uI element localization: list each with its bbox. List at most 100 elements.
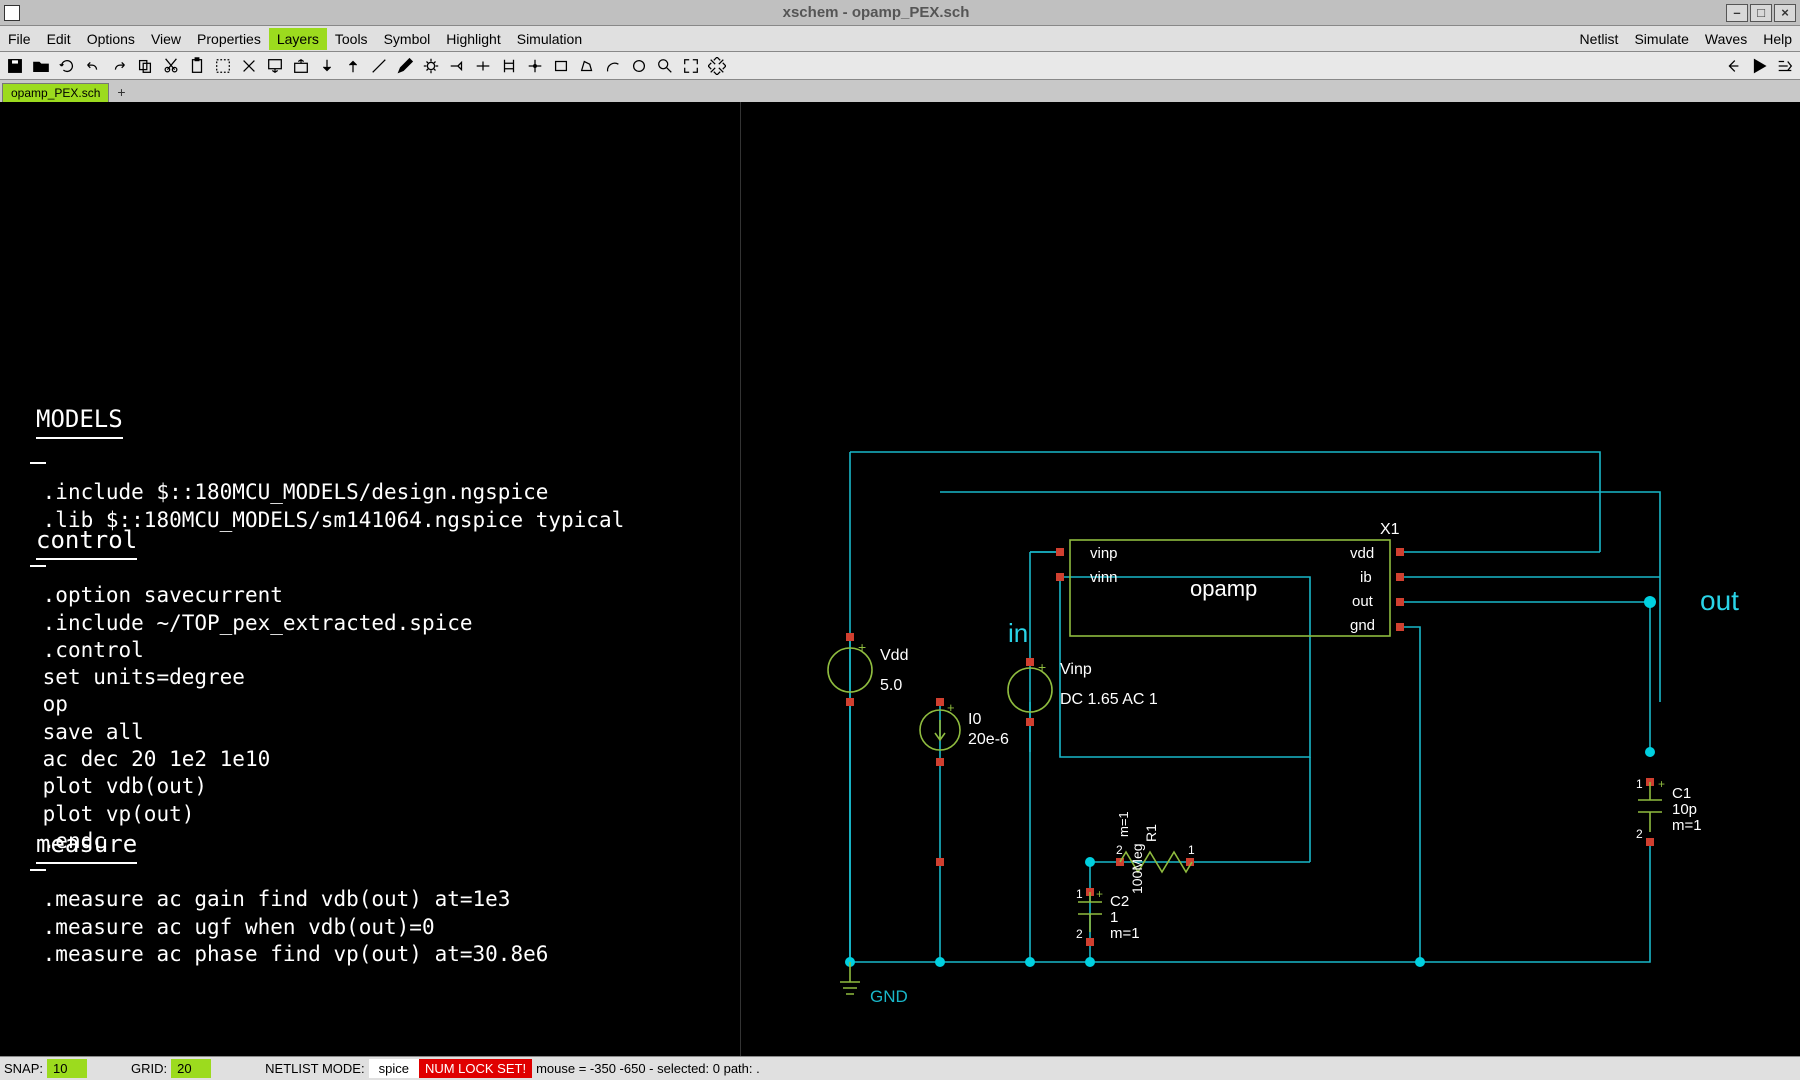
pop-icon[interactable] [342, 55, 364, 77]
net-icon[interactable] [472, 55, 494, 77]
go-back-icon[interactable] [1722, 55, 1744, 77]
numlock-alert: NUM LOCK SET! [419, 1059, 532, 1078]
fit-out-icon[interactable] [706, 55, 728, 77]
label-icon[interactable] [446, 55, 468, 77]
menu-options[interactable]: Options [79, 28, 143, 50]
paste-icon[interactable] [186, 55, 208, 77]
svg-text:in: in [1008, 618, 1028, 648]
menu-edit[interactable]: Edit [39, 28, 79, 50]
menu-waves[interactable]: Waves [1697, 28, 1755, 50]
svg-text:1: 1 [1076, 887, 1083, 901]
up-level-icon[interactable] [290, 55, 312, 77]
app-icon [4, 5, 20, 21]
svg-text:R1: R1 [1143, 824, 1159, 842]
menu-properties[interactable]: Properties [189, 28, 269, 50]
push-icon[interactable] [316, 55, 338, 77]
redo-icon[interactable] [108, 55, 130, 77]
menu-help[interactable]: Help [1755, 28, 1800, 50]
svg-text:100Meg: 100Meg [1129, 843, 1145, 894]
minimize-button[interactable]: – [1726, 4, 1748, 22]
svg-text:2: 2 [1116, 843, 1123, 857]
pencil-icon[interactable] [394, 55, 416, 77]
run-icon[interactable] [1748, 55, 1770, 77]
panel-divider [740, 102, 741, 1056]
tab-add[interactable]: + [109, 82, 133, 102]
cut-icon[interactable] [160, 55, 182, 77]
maximize-button[interactable]: □ [1750, 4, 1772, 22]
svg-text:2: 2 [1636, 827, 1643, 841]
svg-text:2: 2 [1076, 927, 1083, 941]
menu-view[interactable]: View [143, 28, 189, 50]
hierarchy-icon[interactable] [1774, 55, 1796, 77]
circle-icon[interactable] [628, 55, 650, 77]
menu-tools[interactable]: Tools [327, 28, 376, 50]
svg-text:1: 1 [1110, 909, 1118, 926]
svg-text:C2: C2 [1110, 893, 1129, 910]
draw-line-icon[interactable] [368, 55, 390, 77]
svg-text:+: + [858, 639, 866, 655]
svg-text:+: + [1038, 659, 1046, 675]
svg-text:X1: X1 [1380, 521, 1400, 538]
grid-label: GRID: [127, 1061, 171, 1076]
grid-value[interactable]: 20 [171, 1059, 211, 1078]
menubar: File Edit Options View Properties Layers… [0, 26, 1800, 52]
svg-text:out: out [1700, 585, 1739, 616]
svg-text:+: + [1096, 887, 1103, 901]
svg-text:I0: I0 [968, 711, 981, 728]
mouse-status: mouse = -350 -650 - selected: 0 path: . [532, 1061, 764, 1076]
svg-text:+: + [947, 700, 955, 715]
close-button[interactable]: × [1774, 4, 1796, 22]
svg-text:+: + [1658, 777, 1665, 791]
zoom-icon[interactable] [654, 55, 676, 77]
svg-text:vinp: vinp [1090, 545, 1118, 562]
copy-icon[interactable] [134, 55, 156, 77]
open-icon[interactable] [30, 55, 52, 77]
schematic-canvas[interactable]: MODELS .include $::180MCU_MODELS/design.… [0, 102, 1800, 1056]
svg-text:m=1: m=1 [1116, 811, 1131, 837]
tab-active[interactable]: opamp_PEX.sch [2, 83, 109, 102]
models-body: .include $::180MCU_MODELS/design.ngspice… [30, 452, 624, 534]
svg-text:vdd: vdd [1350, 545, 1374, 562]
svg-text:DC 1.65 AC 1: DC 1.65 AC 1 [1060, 691, 1158, 708]
netlist-mode-label: NETLIST MODE: [261, 1061, 368, 1076]
save-icon[interactable] [4, 55, 26, 77]
svg-text:opamp: opamp [1190, 576, 1257, 601]
svg-text:5.0: 5.0 [880, 677, 902, 694]
rect-icon[interactable] [550, 55, 572, 77]
menu-simulate[interactable]: Simulate [1626, 28, 1696, 50]
svg-text:GND: GND [870, 987, 908, 1006]
menu-layers[interactable]: Layers [269, 28, 327, 50]
netlist-mode-value[interactable]: spice [369, 1059, 419, 1078]
poly-icon[interactable] [576, 55, 598, 77]
menu-simulation[interactable]: Simulation [509, 28, 590, 50]
delete-icon[interactable] [238, 55, 260, 77]
menu-netlist[interactable]: Netlist [1572, 28, 1627, 50]
control-body: .option savecurrent .include ~/TOP_pex_e… [30, 555, 473, 855]
svg-text:out: out [1352, 593, 1374, 610]
menu-highlight[interactable]: Highlight [438, 28, 508, 50]
svg-text:20e-6: 20e-6 [968, 731, 1009, 748]
svg-text:C1: C1 [1672, 785, 1691, 802]
svg-text:ib: ib [1360, 569, 1372, 586]
reload-icon[interactable] [56, 55, 78, 77]
menu-symbol[interactable]: Symbol [376, 28, 439, 50]
snap-icon[interactable] [498, 55, 520, 77]
select-rect-icon[interactable] [212, 55, 234, 77]
tab-bar: opamp_PEX.sch + [0, 80, 1800, 102]
svg-text:1: 1 [1636, 777, 1643, 791]
svg-text:m=1: m=1 [1672, 817, 1702, 834]
schematic-drawing: vinp vinn vdd ib out gnd opamp X1 + Vdd … [780, 422, 1740, 1062]
grid-icon[interactable] [524, 55, 546, 77]
arc-icon[interactable] [602, 55, 624, 77]
undo-icon[interactable] [82, 55, 104, 77]
svg-text:vinn: vinn [1090, 569, 1118, 586]
menu-file[interactable]: File [0, 28, 39, 50]
titlebar: xschem - opamp_PEX.sch – □ × [0, 0, 1800, 26]
snap-value[interactable]: 10 [47, 1059, 87, 1078]
probe-icon[interactable] [420, 55, 442, 77]
down-level-icon[interactable] [264, 55, 286, 77]
svg-text:Vdd: Vdd [880, 647, 908, 664]
toolbar [0, 52, 1800, 80]
window-title: xschem - opamp_PEX.sch [28, 4, 1724, 21]
fit-in-icon[interactable] [680, 55, 702, 77]
